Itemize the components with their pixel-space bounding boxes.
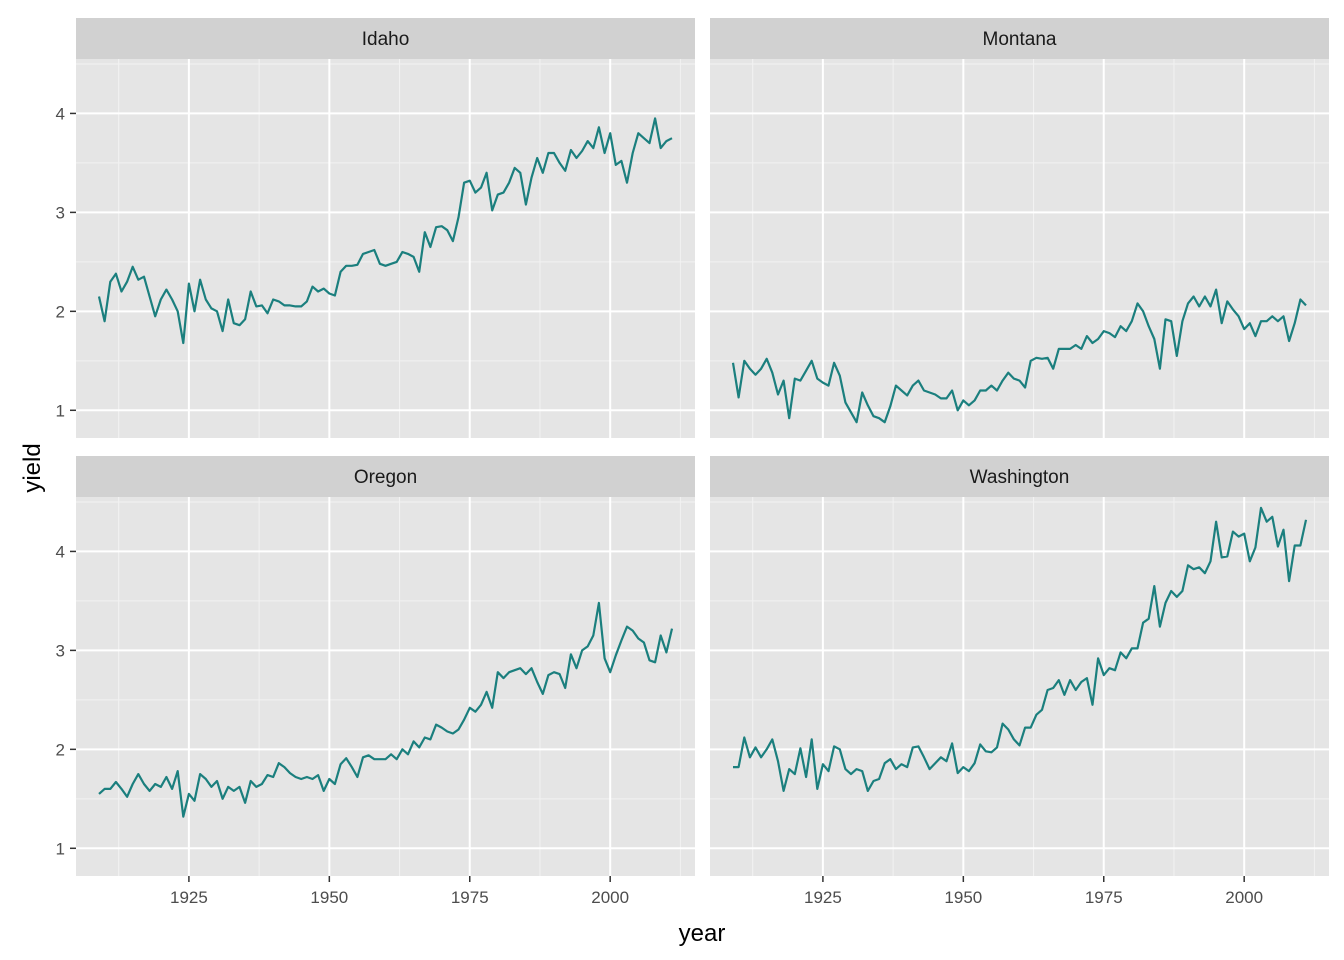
strip-label: Montana [983,29,1057,50]
y-tick-label: 3 [56,203,65,222]
x-tick-label: 1975 [451,888,489,907]
strip-label: Oregon [354,467,417,488]
y-tick-label: 2 [56,302,65,321]
panels-layer: Idaho 1 2 3 4 Montana Oregon 1 2 3 4 1925 1950 1975 20… [56,18,1329,907]
strip-background [76,18,695,59]
y-tick-label: 1 [56,839,65,858]
x-tick-label: 1975 [1085,888,1123,907]
panel-background [76,59,695,438]
strip-background [76,456,695,497]
panel-oregon: Oregon 1 2 3 4 1925 1950 1975 2000 [56,456,695,907]
strip-background [710,18,1329,59]
series-line-idaho [97,117,673,345]
panel-idaho: Idaho 1 2 3 4 [56,18,695,438]
panel-washington: Washington 1925 1950 1975 2000 [710,456,1329,907]
y-tick-label: 4 [56,104,65,123]
x-tick-label: 1950 [944,888,982,907]
x-tick-label: 2000 [1225,888,1263,907]
y-tick-label: 4 [56,542,65,561]
series-line-montana [731,288,1307,424]
series-line-washington [733,506,1308,793]
series-line-oregon [98,601,674,818]
y-axis-title: yield [19,443,46,492]
panel-background [710,497,1329,876]
x-tick-label: 1925 [804,888,842,907]
panel-background [76,497,695,876]
x-axis-title: year [679,920,726,947]
strip-label: Washington [970,467,1070,488]
panel-background [710,59,1329,438]
strip-label: Idaho [362,29,410,50]
strip-background [710,456,1329,497]
y-tick-label: 3 [56,641,65,660]
panel-montana: Montana [710,18,1329,438]
x-tick-label: 1950 [310,888,348,907]
x-tick-label: 1925 [170,888,208,907]
y-tick-label: 2 [56,740,65,759]
y-tick-label: 1 [56,401,65,420]
x-tick-label: 2000 [591,888,629,907]
